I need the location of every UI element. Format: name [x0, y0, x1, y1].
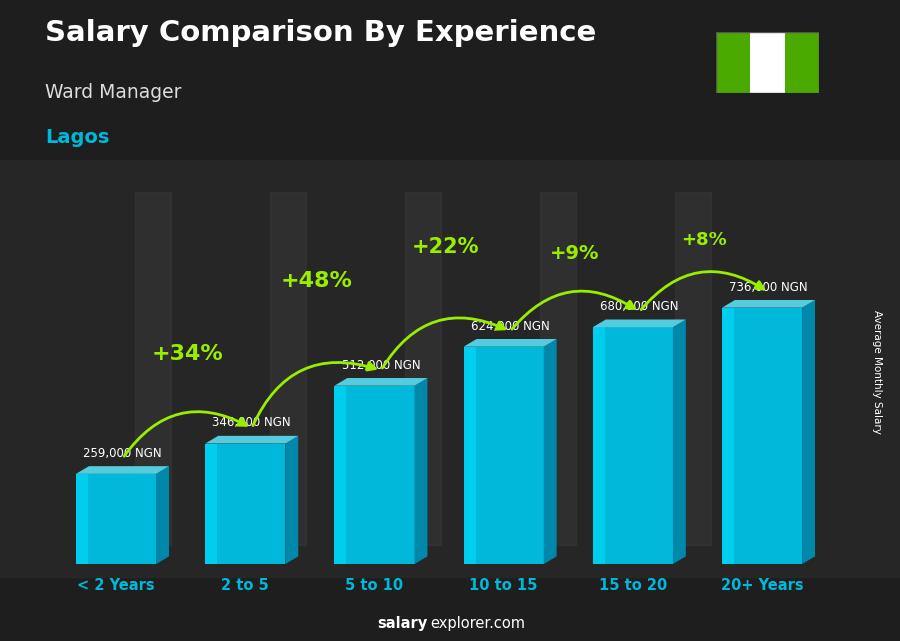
Polygon shape	[593, 319, 686, 327]
Bar	[593, 327, 673, 564]
Bar	[750, 32, 785, 93]
Text: +9%: +9%	[550, 244, 599, 263]
Bar	[716, 32, 750, 93]
Polygon shape	[156, 466, 169, 564]
Text: +8%: +8%	[681, 231, 727, 249]
Text: Lagos: Lagos	[45, 128, 110, 147]
FancyArrowPatch shape	[641, 272, 763, 310]
FancyArrowPatch shape	[382, 318, 505, 368]
Bar	[675, 192, 711, 545]
Text: +48%: +48%	[281, 271, 352, 291]
Bar	[722, 308, 734, 564]
Bar	[205, 444, 217, 564]
Polygon shape	[285, 436, 298, 564]
Text: 259,000 NGN: 259,000 NGN	[83, 447, 162, 460]
FancyArrowPatch shape	[512, 291, 634, 329]
FancyArrowPatch shape	[124, 412, 247, 456]
Text: Average Monthly Salary: Average Monthly Salary	[872, 310, 883, 434]
Text: +34%: +34%	[151, 344, 223, 364]
Polygon shape	[464, 339, 556, 347]
Bar	[335, 386, 346, 564]
Text: 346,000 NGN: 346,000 NGN	[212, 417, 291, 429]
Bar	[785, 32, 819, 93]
Text: 624,000 NGN: 624,000 NGN	[471, 320, 550, 333]
Bar	[593, 327, 605, 564]
Polygon shape	[802, 300, 815, 564]
FancyArrowPatch shape	[253, 362, 375, 426]
Text: Salary Comparison By Experience: Salary Comparison By Experience	[45, 19, 596, 47]
Polygon shape	[205, 436, 298, 444]
Bar	[540, 192, 576, 545]
Text: Ward Manager: Ward Manager	[45, 83, 182, 103]
Bar	[205, 444, 285, 564]
Text: 512,000 NGN: 512,000 NGN	[342, 358, 420, 372]
Text: salary: salary	[377, 617, 427, 631]
Bar	[464, 347, 475, 564]
Polygon shape	[76, 466, 169, 474]
Bar	[405, 192, 441, 545]
Text: explorer.com: explorer.com	[430, 617, 526, 631]
Bar	[464, 347, 544, 564]
Text: 736,000 NGN: 736,000 NGN	[729, 281, 808, 294]
Bar	[335, 386, 415, 564]
Polygon shape	[544, 339, 556, 564]
Polygon shape	[722, 300, 815, 308]
Bar	[135, 192, 171, 545]
Bar	[76, 474, 88, 564]
Text: 680,000 NGN: 680,000 NGN	[600, 300, 679, 313]
Bar	[0, 160, 900, 577]
Polygon shape	[415, 378, 428, 564]
Polygon shape	[673, 319, 686, 564]
Bar	[76, 474, 156, 564]
Bar	[722, 308, 802, 564]
Text: +22%: +22%	[412, 237, 480, 257]
Polygon shape	[335, 378, 428, 386]
Bar	[270, 192, 306, 545]
